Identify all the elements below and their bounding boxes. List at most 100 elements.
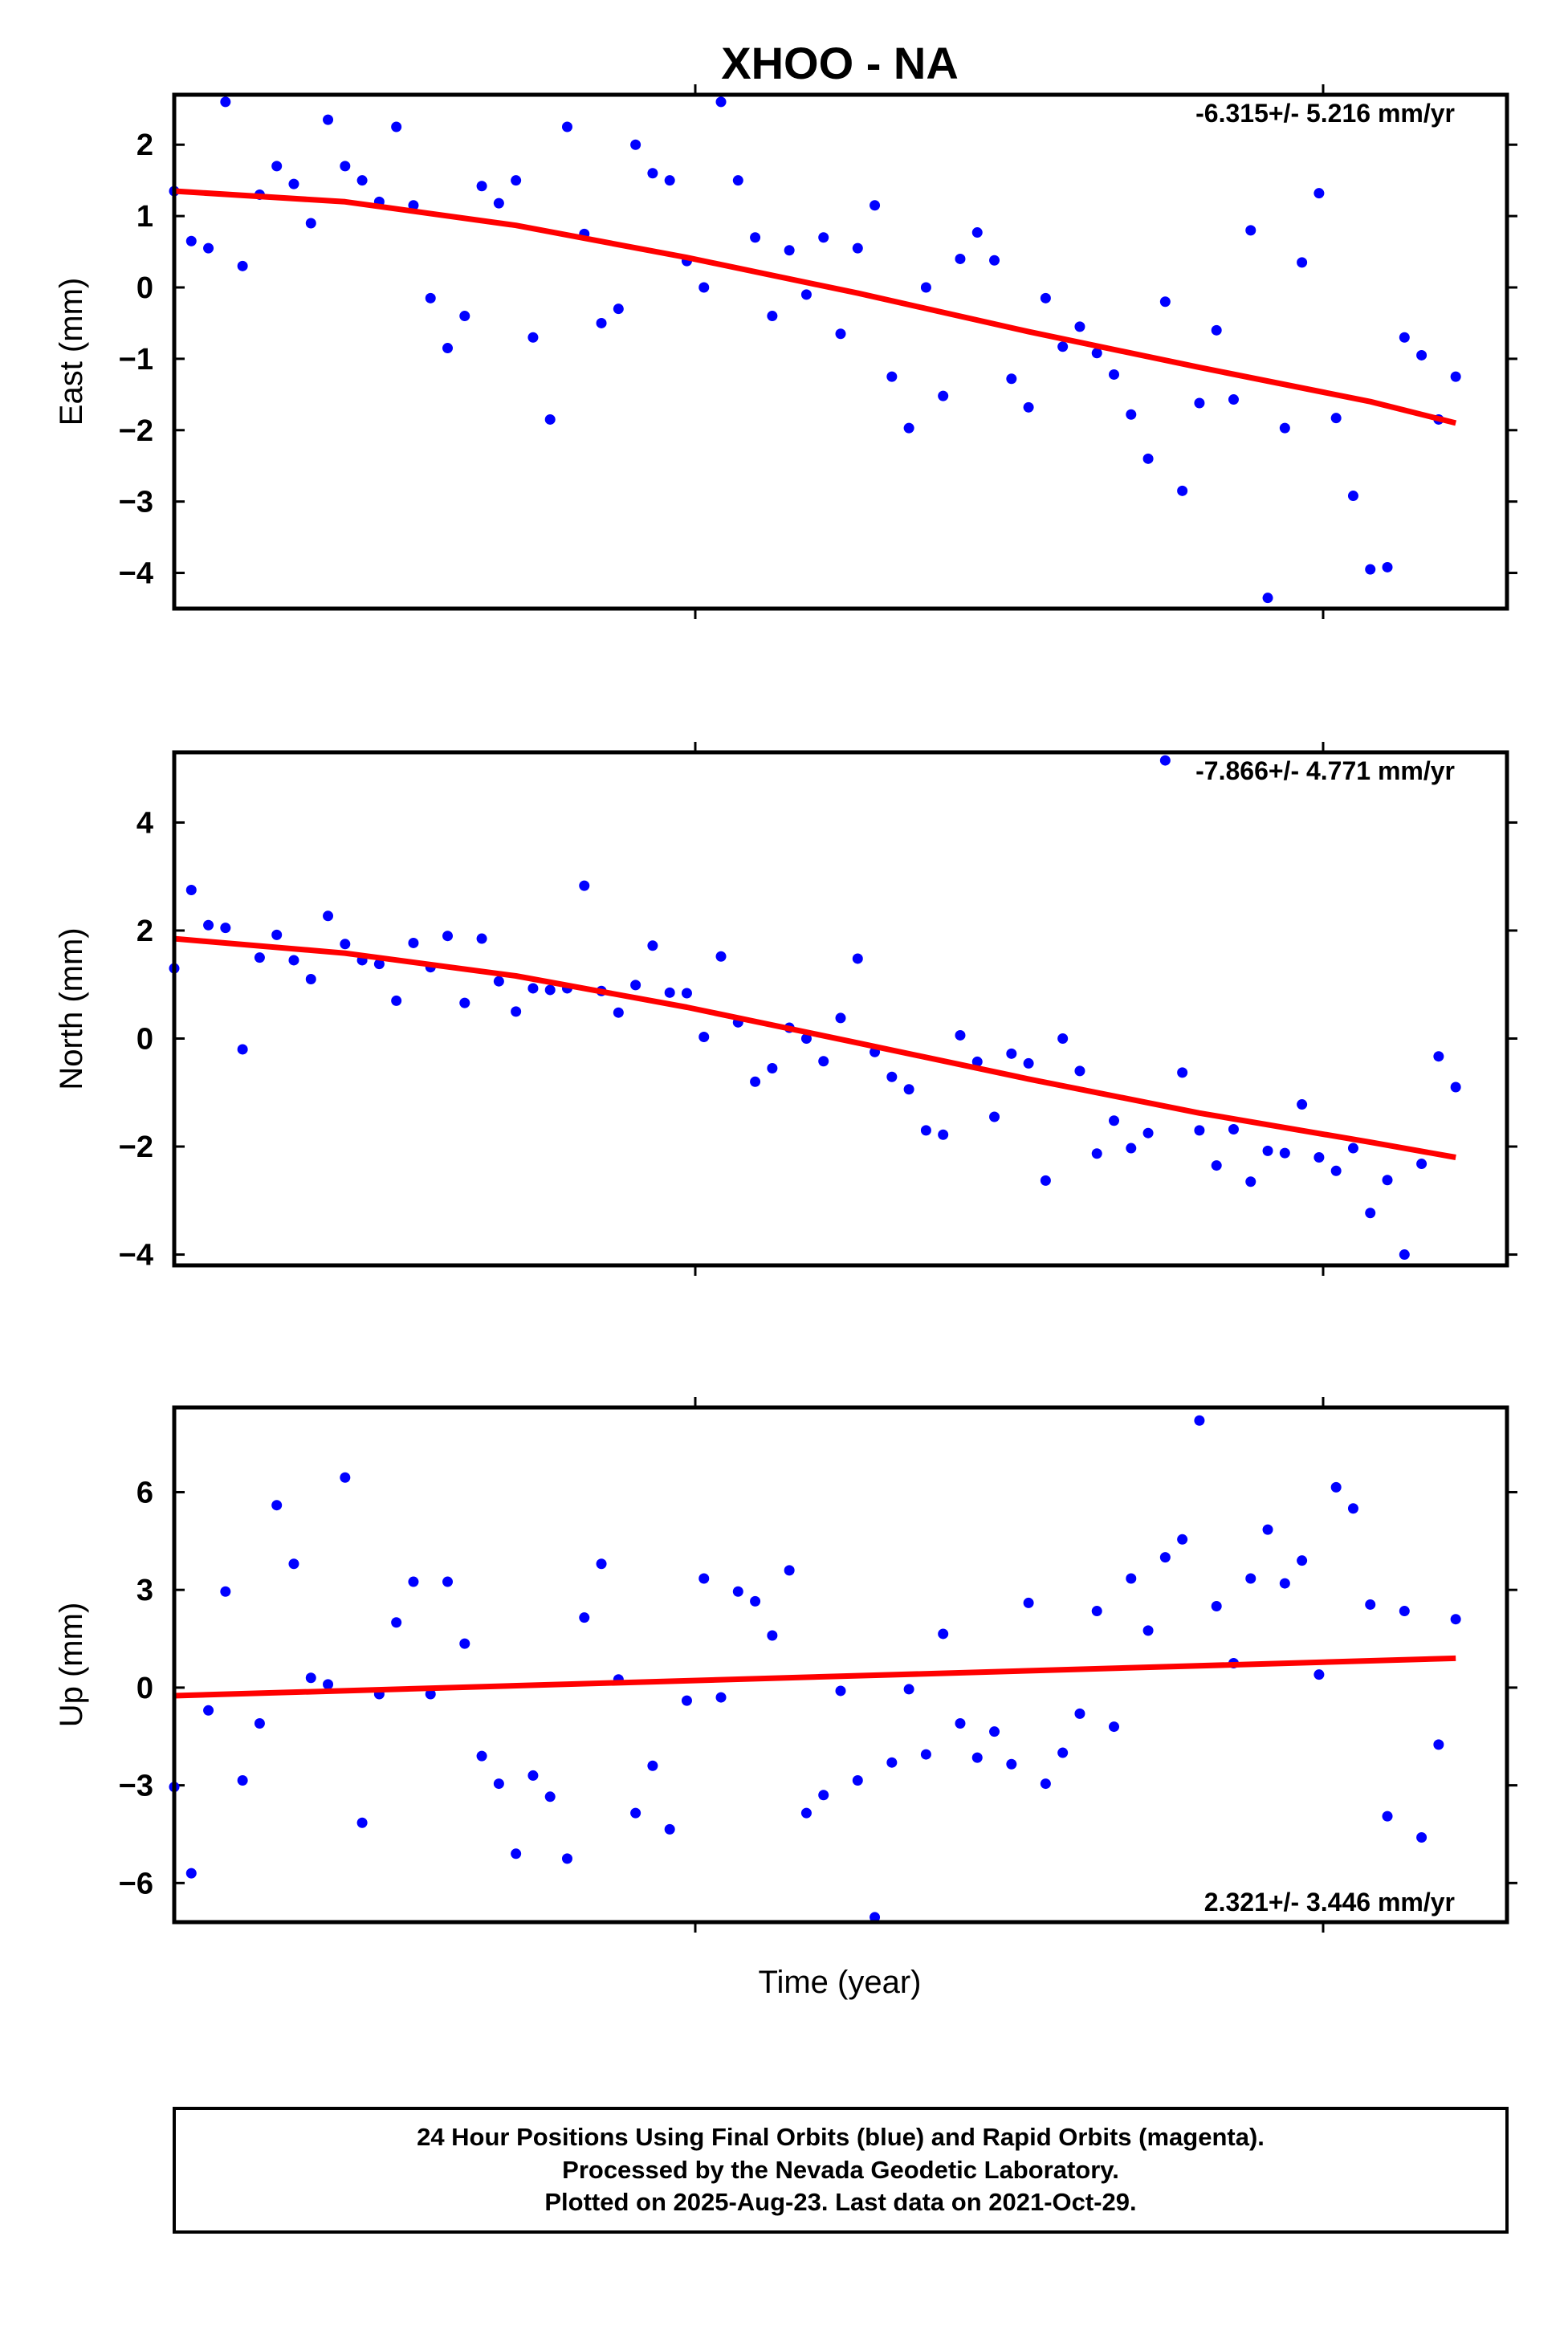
data-point-up [493, 1778, 504, 1790]
data-point-east [1228, 394, 1239, 405]
data-point-up [1416, 1832, 1427, 1843]
data-point-east [971, 227, 983, 238]
panel-east: 2 1 0 −1 −2 −3 −4 -6.315+/- 5.216 mm/yr East (mm… [54, 84, 1517, 619]
data-point-north [1194, 1125, 1205, 1136]
data-point-north [1279, 1147, 1290, 1159]
plot-frame-up [172, 1405, 1509, 1925]
data-point-north [1040, 1175, 1051, 1186]
ytick-label-east: 1 [136, 200, 153, 234]
data-point-north [254, 952, 265, 963]
data-point-east [1091, 348, 1102, 359]
data-point-up [305, 1672, 316, 1684]
data-point-up [596, 1558, 607, 1570]
data-point-up [1159, 1552, 1171, 1563]
data-point-east [220, 96, 231, 108]
data-point-east [323, 114, 334, 125]
data-point-north [750, 1076, 761, 1087]
data-point-east [544, 413, 556, 425]
data-point-up [1399, 1606, 1410, 1617]
data-point-up [391, 1617, 402, 1628]
panel-up: 6 3 0 −3 −6 2.321+/- 3.446 mm/yr Up (mm) [54, 1397, 1517, 1933]
data-point-east [1057, 341, 1069, 352]
data-point-up [852, 1775, 863, 1786]
x-axis-label: Time (year) [759, 1965, 922, 2000]
data-point-east [920, 282, 931, 293]
data-point-north [1450, 1081, 1461, 1093]
data-point-up [767, 1630, 778, 1641]
data-point-up [989, 1726, 1000, 1737]
data-point-north [1365, 1208, 1376, 1219]
data-point-up [800, 1807, 812, 1819]
data-point-east [271, 161, 283, 172]
ytick-label-up: −6 [119, 1867, 153, 1900]
data-point-up [544, 1791, 556, 1802]
data-point-up [476, 1750, 487, 1762]
data-point-north [579, 880, 590, 891]
ytick-label-east: 0 [136, 271, 153, 305]
data-point-east [1365, 564, 1376, 575]
data-point-north [1074, 1065, 1085, 1077]
data-point-east [1347, 491, 1358, 502]
data-point-north [1245, 1176, 1256, 1187]
data-point-north [323, 910, 334, 922]
data-point-east [1177, 485, 1188, 496]
data-point-up [511, 1848, 522, 1860]
data-point-up [1126, 1573, 1137, 1584]
data-point-east [938, 390, 949, 401]
data-point-up [1297, 1555, 1308, 1566]
data-point-east [1074, 321, 1085, 332]
data-point-north [698, 1031, 710, 1042]
data-point-north [391, 995, 402, 1006]
data-point-east [715, 96, 727, 108]
data-point-east [527, 332, 539, 343]
data-point-east [1023, 401, 1034, 413]
data-point-north [1330, 1165, 1342, 1176]
data-point-up [356, 1817, 368, 1828]
data-point-north [1399, 1249, 1410, 1261]
data-point-east [1211, 324, 1222, 336]
data-point-up [237, 1775, 248, 1786]
data-point-up [698, 1573, 710, 1584]
data-point-east [1416, 349, 1427, 360]
data-point-north [613, 1007, 624, 1018]
data-point-up [886, 1757, 898, 1768]
ytick-label-north: −4 [119, 1239, 153, 1273]
footer-line-1: 24 Hour Positions Using Final Orbits (bl… [417, 2123, 1265, 2151]
data-point-north [1091, 1148, 1102, 1159]
data-point-east [511, 175, 522, 186]
data-point-north [1177, 1067, 1188, 1078]
data-point-east [425, 292, 436, 303]
data-point-up [1433, 1739, 1444, 1750]
data-point-east [800, 289, 812, 300]
ytick-label-north: 4 [136, 806, 153, 840]
data-point-up [185, 1868, 197, 1879]
data-point-north [1126, 1143, 1137, 1154]
data-point-up [220, 1586, 231, 1597]
data-point-east [1262, 593, 1273, 604]
data-point-north [1211, 1160, 1222, 1171]
data-point-north [1313, 1151, 1325, 1163]
ytick-label-east: −4 [119, 557, 153, 591]
data-point-east [459, 311, 470, 322]
ytick-label-north: 0 [136, 1022, 153, 1056]
ytick-label-east: −2 [119, 414, 153, 448]
data-point-east [408, 200, 419, 211]
data-point-east [1297, 257, 1308, 268]
data-point-north [408, 937, 419, 948]
data-point-up [1040, 1778, 1051, 1790]
rate-label-north: -7.866+/- 4.771 mm/yr [1195, 756, 1455, 785]
data-point-up [271, 1500, 283, 1511]
data-point-up [1279, 1578, 1290, 1589]
plot-frame-north [172, 750, 1509, 1268]
data-point-up [750, 1595, 761, 1607]
fit-line-up [173, 1655, 1456, 1699]
data-point-north [647, 940, 658, 951]
data-point-up [340, 1472, 351, 1483]
rate-label-up: 2.321+/- 3.446 mm/yr [1204, 1888, 1455, 1917]
data-point-up [323, 1679, 334, 1690]
data-point-up [1262, 1524, 1273, 1535]
data-point-east [835, 328, 846, 340]
data-point-east [698, 282, 710, 293]
data-point-east [852, 242, 863, 254]
y-axis-label-up: Up (mm) [54, 1603, 89, 1728]
